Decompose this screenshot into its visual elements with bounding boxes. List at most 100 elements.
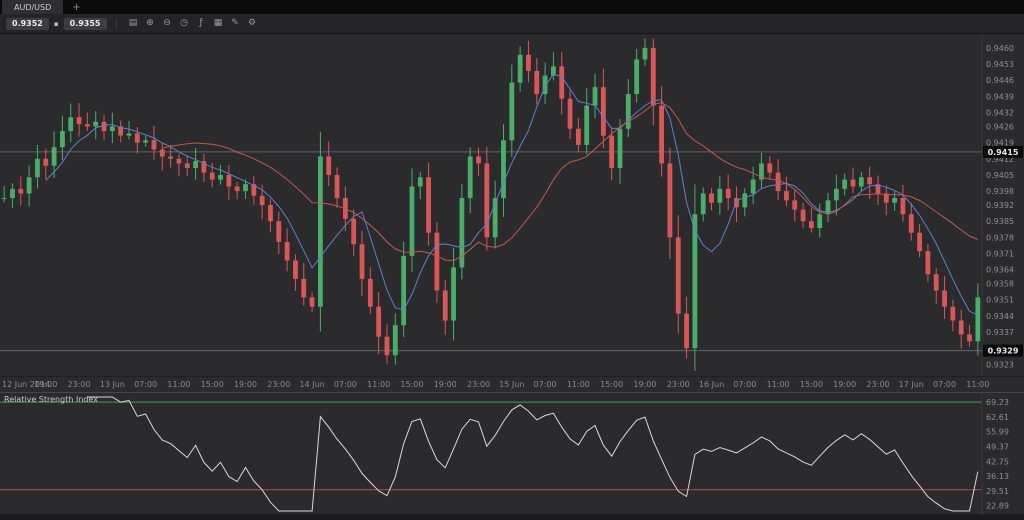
- candle-body: [351, 218, 357, 245]
- candle-body: [234, 186, 240, 192]
- time-label: 19:00: [233, 380, 258, 389]
- chart-type-icon[interactable]: ▤: [128, 18, 138, 28]
- candle-body: [784, 191, 789, 201]
- candle-body: [867, 177, 873, 185]
- rsi-axis[interactable]: 69.23 62.61 55.99 49.37 42.75 36.13 29.51 22.89: [981, 393, 1009, 515]
- level-price-badge[interactable]: [983, 145, 1023, 158]
- time-label: 15:00: [799, 380, 823, 389]
- candle-body: [750, 179, 756, 194]
- price-tick: 0.9358: [986, 280, 1014, 289]
- candle-body: [958, 320, 964, 335]
- candle-body: [883, 193, 889, 203]
- time-label: 23:00: [67, 380, 91, 389]
- price-tick: 0.9385: [986, 217, 1014, 226]
- candle-body: [875, 184, 881, 194]
- price-chart-panel[interactable]: 0.9460 0.9453 0.9446 0.9439 0.9432 0.9426 0.94…: [0, 34, 1024, 376]
- candle-body: [426, 177, 431, 233]
- time-label: 11:00: [566, 380, 590, 389]
- timeframe-icon[interactable]: ◷: [180, 18, 188, 28]
- candle-body: [900, 198, 906, 215]
- time-label: 23:00: [267, 380, 291, 389]
- candle-body: [467, 156, 473, 199]
- candle-body: [451, 267, 456, 321]
- tab-audusd[interactable]: AUD/USD: [2, 0, 64, 14]
- rsi-panel[interactable]: 69.23 62.61 55.99 49.37 42.75 36.13 29.51 22.89…: [0, 392, 1024, 515]
- candle-body: [567, 98, 573, 129]
- candle-body: [858, 177, 864, 187]
- grid-icon[interactable]: ▦: [213, 18, 223, 28]
- price-tick: 0.9323: [986, 360, 1014, 369]
- price-axis[interactable]: 0.9460 0.9453 0.9446 0.9439 0.9432 0.9426 0.94…: [981, 34, 1023, 376]
- candle-body: [667, 163, 673, 238]
- level-price-badge-label: 0.9329: [988, 347, 1019, 356]
- spread-icon: ▪: [53, 19, 59, 28]
- candle-body: [309, 297, 315, 307]
- rsi-chart[interactable]: 69.23 62.61 55.99 49.37 42.75 36.13 29.51 22.89: [0, 393, 1024, 515]
- level-price-badge[interactable]: [983, 344, 1023, 357]
- candle-body: [151, 140, 157, 150]
- time-label: 17 Jun: [898, 380, 924, 389]
- candle-body: [109, 126, 115, 132]
- candlestick-chart[interactable]: 0.9460 0.9453 0.9446 0.9439 0.9432 0.9426 0.94…: [0, 34, 1024, 376]
- candle-body: [917, 232, 922, 252]
- candle-body: [409, 186, 415, 256]
- zoom-out-icon[interactable]: ⊖: [163, 18, 171, 28]
- candle-body: [417, 177, 423, 187]
- tab-label: AUD/USD: [14, 2, 52, 12]
- ma-slow-line: [162, 102, 978, 262]
- candle-body: [268, 205, 273, 222]
- candle-body: [617, 128, 623, 169]
- candle-body: [84, 124, 90, 127]
- time-label: 11:00: [367, 380, 391, 389]
- candle-body: [68, 117, 74, 132]
- bid-price-button[interactable]: 0.9352: [6, 17, 49, 30]
- status-strip: [0, 514, 1024, 520]
- ask-price-button[interactable]: 0.9355: [63, 17, 107, 30]
- candle-body: [734, 198, 739, 208]
- time-label: 23:00: [666, 380, 690, 389]
- candle-body: [775, 172, 781, 192]
- new-tab-button[interactable]: +: [72, 1, 81, 13]
- time-label: 07:00: [333, 380, 357, 389]
- candle-body: [800, 209, 806, 222]
- candle-body: [709, 193, 714, 203]
- candle-body: [792, 200, 798, 210]
- toolbar: 0.9352 ▪ 0.9355 ▤ ⊕ ⊖ ◷ ƒ ▦ ✎ ⚙: [0, 14, 1024, 34]
- toolbar-separator: [115, 17, 117, 30]
- candle-body: [326, 156, 332, 175]
- price-tick: 0.9405: [986, 171, 1014, 180]
- indicators-icon[interactable]: ƒ: [199, 18, 203, 28]
- candle-body: [51, 147, 57, 166]
- candle-body: [675, 237, 681, 314]
- candle-body: [301, 278, 307, 298]
- rsi-tick: 22.89: [986, 502, 1009, 511]
- candle-body: [625, 94, 631, 129]
- zoom-in-icon[interactable]: ⊕: [146, 18, 154, 28]
- candle-body: [808, 221, 814, 229]
- settings-icon[interactable]: ⚙: [247, 18, 257, 28]
- candle-body: [908, 214, 914, 233]
- time-label: 19:00: [833, 380, 857, 389]
- drawing-tools-icon[interactable]: ✎: [231, 18, 239, 28]
- time-axis[interactable]: 12 Jun 2014 19:00 23:00 13 Jun 07:00 11:00 15:…: [0, 376, 1024, 392]
- candle-body: [892, 198, 898, 203]
- candle-body: [184, 163, 190, 169]
- time-label: 23:00: [866, 380, 890, 389]
- time-label: 11:00: [966, 380, 990, 389]
- candle-body: [767, 163, 773, 173]
- candle-body: [501, 140, 506, 199]
- time-label: 15 Jun: [499, 380, 525, 389]
- candle-body: [392, 325, 398, 356]
- candle-body: [534, 70, 540, 95]
- candle-body: [967, 334, 972, 342]
- candle-body: [259, 195, 265, 205]
- price-tick: 0.9398: [986, 187, 1014, 196]
- rsi-tick: 29.51: [986, 487, 1009, 496]
- candle-body: [43, 158, 49, 166]
- candle-body: [650, 47, 656, 106]
- candle-body: [825, 200, 831, 215]
- candle-body: [584, 105, 590, 145]
- candle-body: [600, 87, 606, 136]
- rsi-line: [87, 396, 979, 512]
- price-tick: 0.9460: [986, 44, 1014, 53]
